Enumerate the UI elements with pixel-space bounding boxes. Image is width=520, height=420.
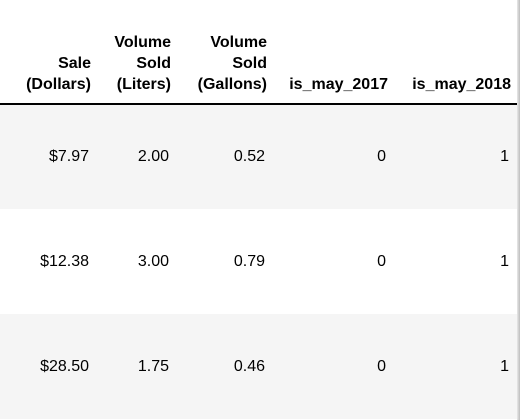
column-header-is-may-2017: is_may_2017 [273, 0, 394, 105]
table-cell-sale: $7.97 [0, 104, 97, 209]
table-cell-is-may-2017: 0 [273, 314, 394, 419]
table-cell-is-may-2018: 1 [394, 314, 517, 419]
table-cell-is-may-2018: 1 [394, 209, 517, 314]
table-row: $12.38 3.00 0.79 0 1 [0, 209, 517, 314]
column-header-volume-sold-liters: Volume Sold (Liters) [97, 0, 177, 105]
column-header-is-may-2018: is_may_2018 [394, 0, 517, 105]
header-line: (Gallons) [197, 76, 267, 93]
table-row: $7.97 2.00 0.52 0 1 [0, 104, 517, 209]
table-body: $7.97 2.00 0.52 0 1 $12.38 3.00 0.79 0 1… [0, 104, 517, 419]
table-cell-volume-gallons: 0.46 [177, 314, 273, 419]
table-cell-is-may-2018: 1 [394, 104, 517, 209]
header-line: (Liters) [116, 76, 171, 93]
header-line: Volume [114, 34, 171, 51]
header-line: Sale [58, 55, 91, 72]
header-line: is_may_2018 [412, 76, 511, 93]
column-header-sale-dollars: Sale (Dollars) [0, 0, 97, 105]
header-line: Sold [136, 55, 171, 72]
header-line: (Dollars) [26, 76, 91, 93]
table-cell-sale: $28.50 [0, 314, 97, 419]
table-header: Sale (Dollars) Volume Sold (Liters) Volu… [0, 0, 517, 105]
header-row: Sale (Dollars) Volume Sold (Liters) Volu… [0, 0, 517, 105]
scroll-edge-shadow [517, 0, 520, 420]
header-line: is_may_2017 [289, 76, 388, 93]
table-cell-is-may-2017: 0 [273, 209, 394, 314]
table-cell-volume-gallons: 0.79 [177, 209, 273, 314]
header-line: Volume [210, 34, 267, 51]
table-cell-volume-gallons: 0.52 [177, 104, 273, 209]
table-row: $28.50 1.75 0.46 0 1 [0, 314, 517, 419]
table-cell-sale: $12.38 [0, 209, 97, 314]
table-cell-volume-liters: 1.75 [97, 314, 177, 419]
table-cell-is-may-2017: 0 [273, 104, 394, 209]
header-line: Sold [232, 55, 267, 72]
table-cell-volume-liters: 2.00 [97, 104, 177, 209]
column-header-volume-sold-gallons: Volume Sold (Gallons) [177, 0, 273, 105]
table-cell-volume-liters: 3.00 [97, 209, 177, 314]
